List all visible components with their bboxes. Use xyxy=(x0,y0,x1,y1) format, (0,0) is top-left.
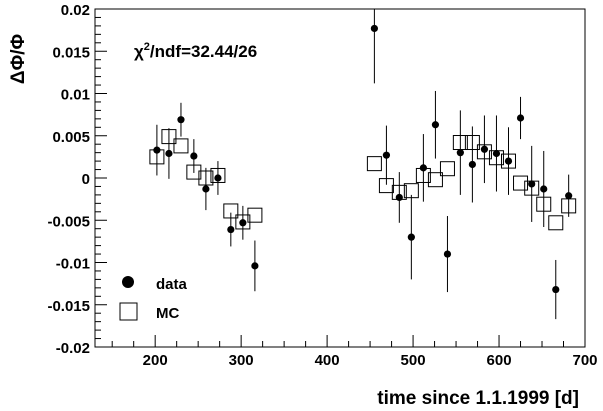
y-tick-label: 0.01 xyxy=(61,87,90,104)
y-tick-label: 0.005 xyxy=(52,129,90,146)
data-point xyxy=(516,114,525,122)
data-point xyxy=(504,157,513,165)
data-point xyxy=(492,149,501,158)
x-tick-label: 500 xyxy=(401,352,426,369)
legend-mc-label: MC xyxy=(156,305,179,322)
chi-value: /ndf=32.44/26 xyxy=(150,42,257,61)
y-tick-label: -0.005 xyxy=(47,213,90,230)
data-points xyxy=(149,9,577,320)
legend-mc-marker xyxy=(119,302,138,321)
data-point xyxy=(565,192,573,200)
axis-ticks: 0.02 0.015 0.01 0.005 0 -0.005 -0.01 -0.015 -0.0… xyxy=(47,2,597,369)
mc-point xyxy=(173,138,189,154)
data-point xyxy=(190,152,198,160)
data-point xyxy=(431,121,440,129)
mc-point xyxy=(439,161,455,177)
data-point xyxy=(239,219,247,227)
data-point xyxy=(153,146,161,154)
y-tick-label: 0.015 xyxy=(52,44,90,61)
mc-point xyxy=(548,215,564,231)
y-axis-title: ΔΦ/Φ xyxy=(8,34,29,85)
data-point xyxy=(382,151,391,159)
data-point xyxy=(395,193,403,202)
x-tick-label: 300 xyxy=(229,352,254,369)
data-point xyxy=(528,180,536,188)
y-tick-label: -0.01 xyxy=(56,256,90,273)
mc-point xyxy=(247,207,263,223)
chi-square-annotation: χ2/ndf=32.44/26 xyxy=(134,41,257,61)
x-tick-label: 400 xyxy=(315,352,340,369)
data-point xyxy=(540,185,548,193)
data-point xyxy=(370,24,378,33)
chi-exponent: 2 xyxy=(144,41,150,53)
y-tick-label: 0 xyxy=(82,171,90,188)
chi-symbol: χ xyxy=(134,42,144,61)
data-point xyxy=(177,116,185,124)
x-tick-label: 600 xyxy=(487,352,512,369)
y-tick-label: -0.015 xyxy=(47,298,90,315)
x-axis-title: time since 1.1.1999 [d] xyxy=(377,388,579,409)
x-tick-label: 700 xyxy=(572,352,597,369)
data-point xyxy=(165,149,173,158)
mc-point xyxy=(427,172,443,188)
data-point xyxy=(443,250,452,258)
data-point xyxy=(251,262,259,270)
data-point xyxy=(480,145,489,153)
mc-point xyxy=(513,175,529,191)
data-point xyxy=(552,285,560,294)
data-point xyxy=(214,174,222,182)
data-point xyxy=(407,233,415,241)
data-point xyxy=(456,149,464,157)
data-point xyxy=(468,160,476,169)
y-tick-label: -0.02 xyxy=(56,340,90,357)
legend-data-label: data xyxy=(156,276,188,293)
data-point xyxy=(202,185,210,193)
data-point xyxy=(227,225,235,234)
y-tick-label: 0.02 xyxy=(61,2,90,19)
legend-data-marker xyxy=(122,276,134,288)
mc-point xyxy=(366,156,382,172)
data-point xyxy=(419,164,427,172)
legend: data MC xyxy=(119,276,188,322)
x-tick-label: 200 xyxy=(143,352,168,369)
